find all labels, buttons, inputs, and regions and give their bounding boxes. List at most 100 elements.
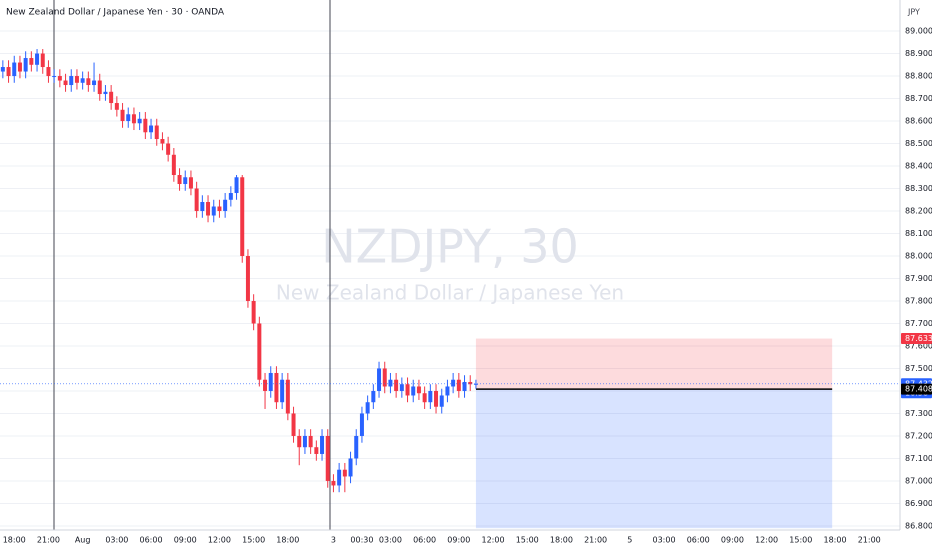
candle-body [240, 177, 245, 257]
candle-body [257, 323, 262, 380]
candle-body [354, 435, 359, 459]
y-tick-label: 88.100 [905, 229, 932, 238]
candle-body [194, 188, 199, 212]
watermark-subtitle: New Zealand Dollar / Japanese Yen [276, 281, 624, 305]
candle-body [382, 368, 387, 387]
axes: 89.000 88.900 88.800 88.700 88.600 88.500 88.4… [0, 27, 932, 545]
candle-body [405, 384, 410, 396]
candle-body [348, 458, 353, 477]
x-tick-label: 21:00 [858, 536, 881, 545]
candle-body [206, 202, 211, 216]
candle-body [462, 381, 467, 391]
candle-body [434, 390, 439, 407]
candle-body [428, 390, 433, 403]
candle-body [74, 76, 79, 83]
x-tick-label: 5 [627, 536, 632, 545]
candle-body [63, 80, 68, 86]
candle-body [40, 53, 45, 68]
x-tick-label: 03:00 [379, 536, 402, 545]
candle-body [103, 91, 108, 95]
x-tick-label: 18:00 [276, 536, 299, 545]
candle-body [337, 469, 342, 486]
price-badge [901, 383, 932, 395]
x-tick-label: 21:00 [584, 536, 607, 545]
candle-body [359, 413, 364, 436]
currency-label: JPY [907, 8, 920, 17]
candle-body [280, 379, 285, 403]
y-tick-label: 88.400 [905, 162, 932, 171]
chart-title: New Zealand Dollar / Japanese Yen · 30 ·… [6, 8, 225, 18]
candle-body [114, 103, 119, 110]
candle-body [365, 402, 370, 414]
y-tick-label: 88.700 [905, 94, 932, 103]
candle-body [394, 379, 399, 391]
y-tick-label: 87.600 [905, 341, 932, 350]
candle-body [69, 76, 74, 86]
candle-body [228, 193, 233, 200]
candle-body [143, 118, 148, 133]
candle-body [97, 80, 102, 95]
candle-body [217, 206, 222, 212]
candle-body [183, 177, 188, 185]
candle-body [245, 256, 250, 301]
target-zone [475, 389, 833, 529]
candle-body [166, 143, 171, 155]
x-tick-label: 18:00 [3, 536, 26, 545]
candle-body [171, 154, 176, 176]
y-tick-label: 88.500 [905, 139, 932, 148]
candle-body [445, 386, 450, 396]
candle-body [325, 435, 330, 481]
candle-body [35, 53, 40, 65]
price-badge-label: 87.408 [905, 385, 932, 394]
x-tick-label: 12:00 [482, 536, 505, 545]
candle-body [154, 125, 159, 140]
candle-body [137, 118, 142, 124]
candle-body [331, 480, 336, 486]
candle-body [308, 435, 313, 448]
candle-body [223, 199, 228, 212]
candle-body [268, 372, 273, 391]
candle-body [6, 67, 11, 77]
candle-body [291, 413, 296, 436]
y-tick-label: 87.300 [905, 409, 932, 418]
y-tick-label: 88.000 [905, 252, 932, 261]
x-tick-label: 06:00 [140, 536, 163, 545]
position-tool[interactable] [475, 338, 833, 529]
candle-body [285, 379, 290, 414]
candle-body [188, 177, 193, 189]
x-tick-label: 06:00 [687, 536, 710, 545]
x-tick-label: 18:00 [550, 536, 573, 545]
candle-body [251, 300, 256, 324]
candle-body [377, 368, 382, 391]
x-tick-label: 03:00 [652, 536, 675, 545]
candle-body [0, 67, 5, 72]
candle-body [302, 435, 307, 448]
x-tick-label: 21:00 [37, 536, 60, 545]
y-tick-label: 87.900 [905, 274, 932, 283]
x-tick-label: 3 [331, 536, 336, 545]
candle-body [29, 58, 34, 65]
price-badge [901, 333, 932, 345]
candle-body [109, 91, 114, 104]
stop-zone [475, 338, 833, 390]
candle-body [149, 125, 154, 133]
x-tick-label: 12:00 [755, 536, 778, 545]
candle-body [399, 384, 404, 391]
candle-body [23, 58, 28, 72]
price-axis [900, 0, 932, 550]
y-tick-label: 87.100 [905, 454, 932, 463]
grid [0, 30, 900, 527]
y-tick-label: 88.900 [905, 49, 932, 58]
candle-body [234, 177, 239, 194]
candle-body [211, 206, 216, 216]
candle-body [80, 78, 85, 83]
candle-body [12, 62, 17, 77]
candle-body [468, 381, 473, 385]
candle-body [320, 435, 325, 454]
y-tick-label: 88.800 [905, 72, 932, 81]
candle-body [120, 109, 125, 122]
y-tick-label: 86.800 [905, 521, 932, 530]
x-tick-label: 09:00 [721, 536, 744, 545]
